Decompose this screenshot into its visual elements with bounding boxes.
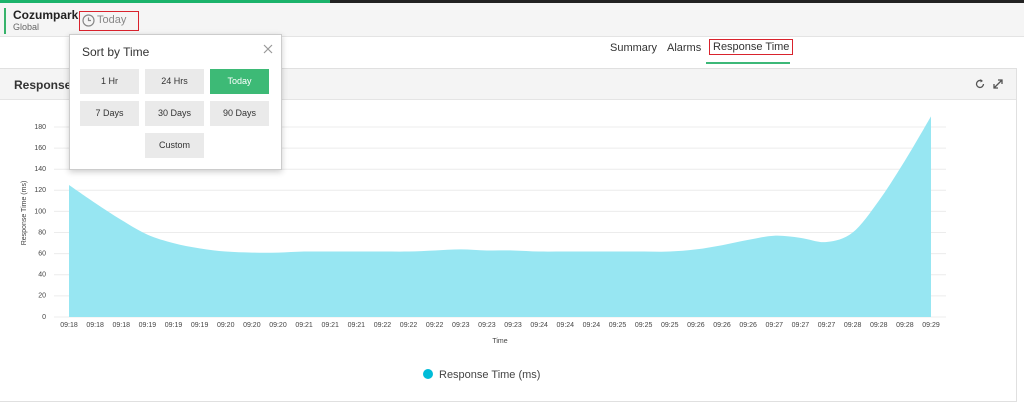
tab[interactable]: Alarms [667,42,702,54]
x-tick-label: 09:24 [557,322,575,329]
x-tick-label: 09:19 [191,322,209,329]
x-tick-label: 09:24 [530,322,548,329]
option-active[interactable]: Today [210,69,269,94]
x-tick-label: 09:25 [609,322,627,329]
x-tick-label: 09:24 [583,322,601,329]
x-tick-label: 09:23 [504,322,522,329]
area [69,116,931,318]
x-tick-label: 09:28 [896,322,914,329]
x-tick-label: 09:20 [243,322,261,329]
x-tick-label: 09:26 [739,322,757,329]
legend-item: Response Time (ms) [423,369,540,381]
clock-icon [82,14,95,27]
x-tick-label: 09:28 [870,322,888,329]
x-tick-label: 09:23 [478,322,496,329]
x-tick-label: 09:22 [374,322,392,329]
option[interactable]: 30 Days [145,101,204,126]
time-range-button[interactable]: Today [79,11,139,31]
y-tick-label: 20 [38,293,46,300]
x-tick-label: 09:28 [844,322,862,329]
x-tick-label: 09:22 [426,322,444,329]
x-tick-label: 09:19 [139,322,157,329]
x-tick-label: 09:21 [295,322,313,329]
x-tick-label: 09:18 [86,322,104,329]
y-tick-label: 180 [34,124,46,131]
x-tick-label: 09:19 [165,322,183,329]
x-tick-label: 09:26 [687,322,705,329]
y-axis-label: Response Time (ms) [21,181,28,246]
x-tick-label: 09:25 [661,322,679,329]
x-tick-label: 09:27 [792,322,810,329]
x-tick-label: 09:18 [112,322,130,329]
x-tick-label: 09:21 [348,322,366,329]
brand: Cozumpark Global [4,8,78,34]
accent [0,0,330,3]
popup-title: Sort by Time [82,45,150,59]
tab-underline [706,62,790,64]
close-icon[interactable] [263,44,273,54]
legend-marker [423,369,433,379]
y-tick-label: 60 [38,250,46,257]
x-tick-label: 09:29 [922,322,940,329]
x-tick-label: 09:26 [713,322,731,329]
x-tick-label: 09:25 [635,322,653,329]
refresh-icon[interactable] [974,78,986,90]
legend-label: Response Time (ms) [439,369,540,381]
option[interactable]: 1 Hr [80,69,139,94]
tab-active[interactable]: Response Time [709,39,794,55]
option[interactable]: Custom [145,133,204,158]
x-tick-label: 09:22 [400,322,418,329]
monitor-name: Cozumpark [13,8,79,22]
y-tick-label: 160 [34,145,46,152]
tab[interactable]: Summary [610,42,658,54]
x-tick-label: 09:20 [269,322,287,329]
option[interactable]: 90 Days [210,101,269,126]
time-range-label: Today [97,14,127,26]
y-tick-label: 0 [42,314,46,321]
option[interactable]: 24 Hrs [145,69,204,94]
y-tick-label: 140 [34,166,46,173]
x-tick-label: 09:27 [766,322,784,329]
x-tick-label: 09:27 [818,322,836,329]
x-tick-label: 09:20 [217,322,235,329]
monitor-group: Global [13,22,40,32]
sort-popup: Sort by Time 1 Hr 24 Hrs Today 7 Days 30… [69,34,282,170]
y-tick-label: 120 [34,187,46,194]
header: Cozumpark Global Today [0,3,1024,37]
y-tick-label: 40 [38,272,46,279]
top-bar [0,0,1024,3]
x-axis-label: Time [492,338,507,345]
x-tick-label: 09:23 [452,322,470,329]
y-tick-label: 100 [34,208,46,215]
x-tick-label: 09:21 [321,322,339,329]
x-tick-label: 09:18 [60,322,78,329]
option[interactable]: 7 Days [80,101,139,126]
expand-icon[interactable] [993,79,1003,89]
y-tick-label: 80 [38,229,46,236]
